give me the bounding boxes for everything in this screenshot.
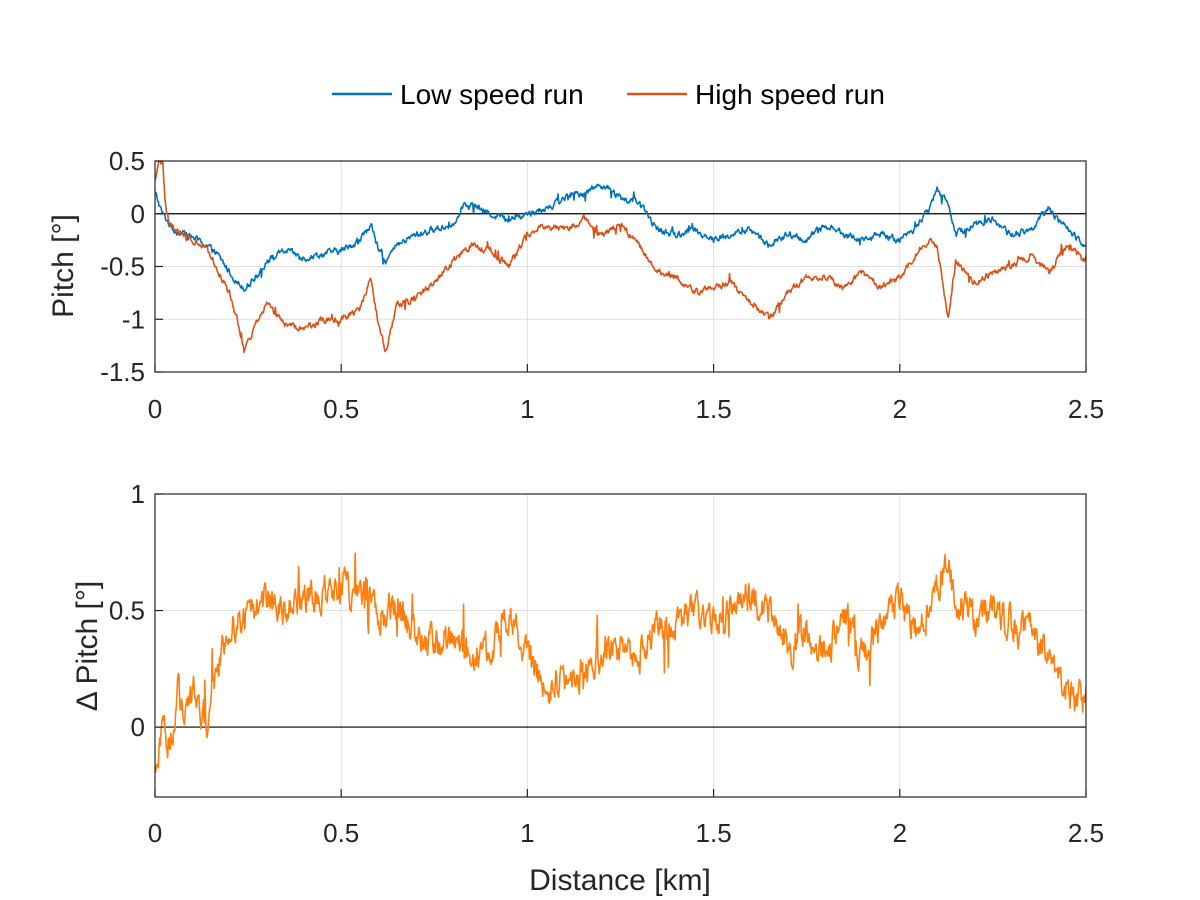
legend-label-high-speed: High speed run — [695, 79, 885, 110]
bottom-axes: 0 0.5 1 1.5 2 2.5 10.50 Δ Pitch [°] Distance … — [71, 479, 1104, 897]
bottom-y-tick-label-1: 0.5 — [109, 596, 145, 626]
top-y-tick-label-2: -0.5 — [100, 252, 145, 282]
bottom-y-ticks: 10.50 — [109, 479, 163, 742]
top-y-tick-label-1: 0 — [131, 199, 145, 229]
top-x-tick-label-3: 1.5 — [696, 394, 732, 424]
bottom-axis-box — [154, 493, 1087, 798]
legend: Low speed run High speed run — [332, 79, 885, 110]
top-y-tick-label-3: -1 — [122, 304, 145, 334]
top-x-tick-label-2: 1 — [520, 394, 534, 424]
bottom-x-tick-label-4: 2 — [893, 818, 907, 848]
bottom-x-tick-label-5: 2.5 — [1068, 818, 1104, 848]
top-series-line-high-speed-run — [155, 161, 1086, 354]
bottom-x-axis-label: Distance [km] — [529, 864, 711, 897]
top-y-ticks: 0.5 0 -0.5 -1 -1.5 — [100, 146, 163, 387]
bottom-y-tick-label-0: 1 — [131, 479, 145, 509]
top-y-axis-label: Pitch [°] — [47, 214, 80, 318]
bottom-y-tick-label-2: 0 — [131, 712, 145, 742]
top-x-tick-label-4: 2 — [893, 394, 907, 424]
bottom-x-tick-label-3: 1.5 — [696, 818, 732, 848]
top-x-tick-label-0: 0 — [148, 394, 162, 424]
bottom-x-tick-label-2: 1 — [520, 818, 534, 848]
legend-label-low-speed: Low speed run — [400, 79, 584, 110]
top-y-tick-label-0: 0.5 — [109, 146, 145, 176]
top-series — [155, 161, 1086, 354]
top-series-line-low-speed-run — [155, 183, 1086, 293]
top-y-tick-label-4: -1.5 — [100, 357, 145, 387]
bottom-x-tick-label-1: 0.5 — [323, 818, 359, 848]
top-x-ticks: 0 0.5 1 1.5 2 2.5 — [148, 364, 1104, 424]
bottom-x-tick-label-0: 0 — [148, 818, 162, 848]
top-axes: 0 0.5 1 1.5 2 2.5 0.5 0 -0.5 -1 -1.5 Pitch [°] — [47, 146, 1104, 424]
bottom-x-ticks: 0 0.5 1 1.5 2 2.5 — [148, 789, 1104, 848]
top-x-tick-label-1: 0.5 — [323, 394, 359, 424]
top-x-tick-label-5: 2.5 — [1068, 394, 1104, 424]
bottom-y-axis-label: Δ Pitch [°] — [71, 581, 104, 711]
bottom-series — [155, 552, 1086, 773]
bottom-series-line--pitch — [155, 552, 1086, 773]
